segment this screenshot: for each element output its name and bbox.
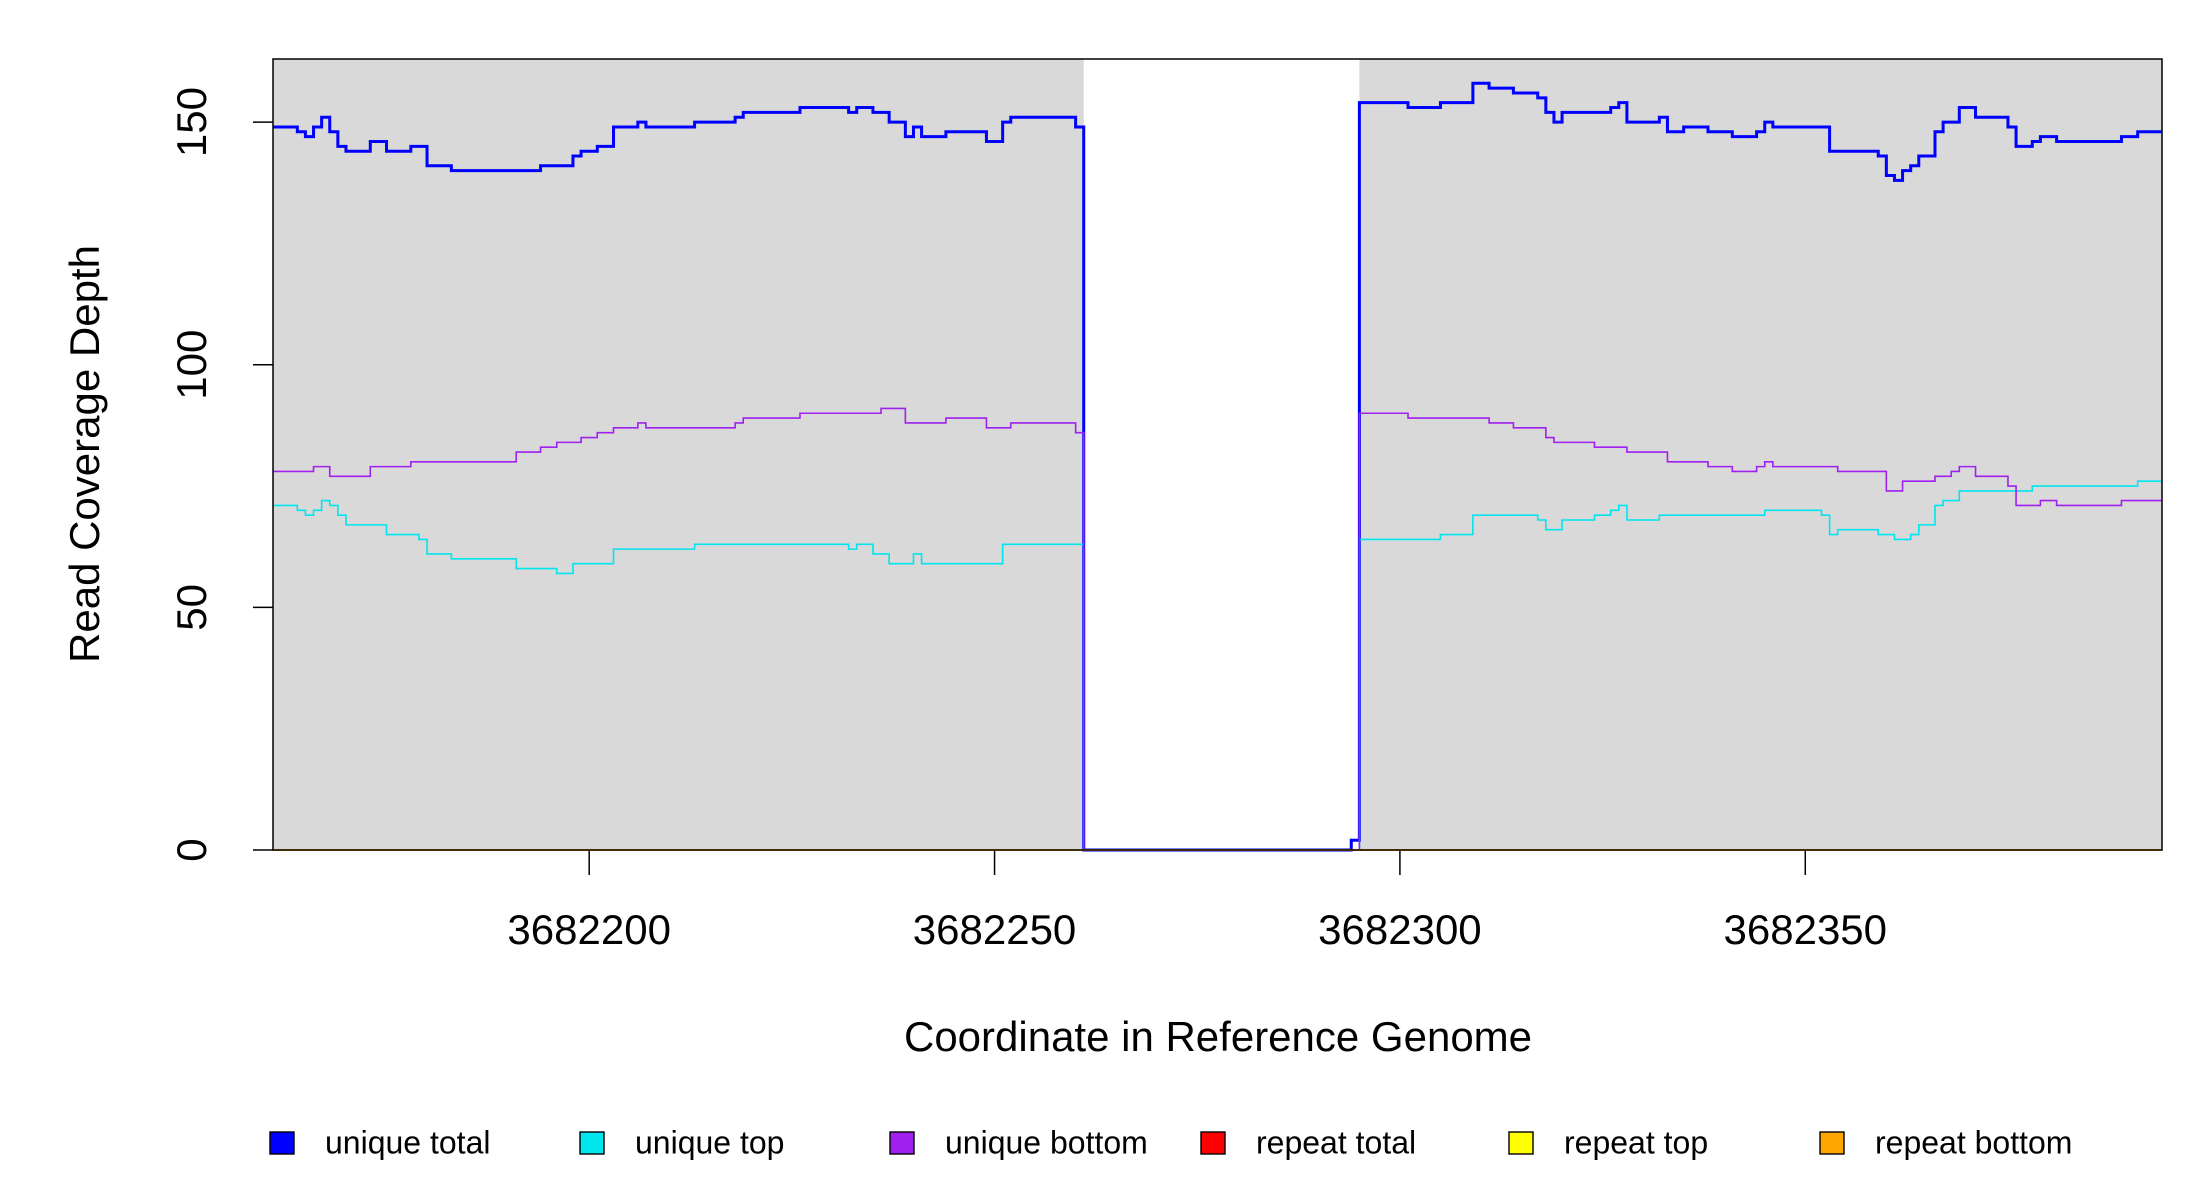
legend-label: repeat top — [1564, 1124, 1708, 1160]
legend-label: unique total — [325, 1124, 490, 1160]
x-tick-label: 3682300 — [1318, 906, 1482, 953]
y-tick-label: 50 — [168, 584, 215, 631]
legend-label: repeat bottom — [1875, 1124, 2072, 1160]
legend-label: unique top — [635, 1124, 784, 1160]
x-tick-label: 3682250 — [913, 906, 1077, 953]
legend-swatch — [889, 1131, 915, 1155]
x-axis-title: Coordinate in Reference Genome — [904, 1013, 1532, 1060]
shaded-region — [273, 59, 1084, 850]
y-axis-title: Read Coverage Depth — [61, 245, 108, 663]
legend-swatch — [579, 1131, 605, 1155]
legend-swatch — [1200, 1131, 1226, 1155]
plot-frame — [272, 58, 2163, 851]
series-line — [273, 407, 2162, 851]
y-tick-label: 100 — [168, 330, 215, 400]
x-tick-label: 3682350 — [1724, 906, 1888, 953]
legend-label: unique bottom — [945, 1124, 1148, 1160]
series-line — [273, 81, 2162, 852]
legend-swatch — [1819, 1131, 1845, 1155]
legend-swatch — [269, 1131, 295, 1155]
legend-label: repeat total — [1256, 1124, 1416, 1160]
y-tick-label: 0 — [168, 838, 215, 861]
legend-swatch — [1508, 1131, 1534, 1155]
shaded-region — [1359, 59, 2162, 850]
x-tick-label: 3682200 — [507, 906, 671, 953]
y-tick-label: 150 — [168, 87, 215, 157]
